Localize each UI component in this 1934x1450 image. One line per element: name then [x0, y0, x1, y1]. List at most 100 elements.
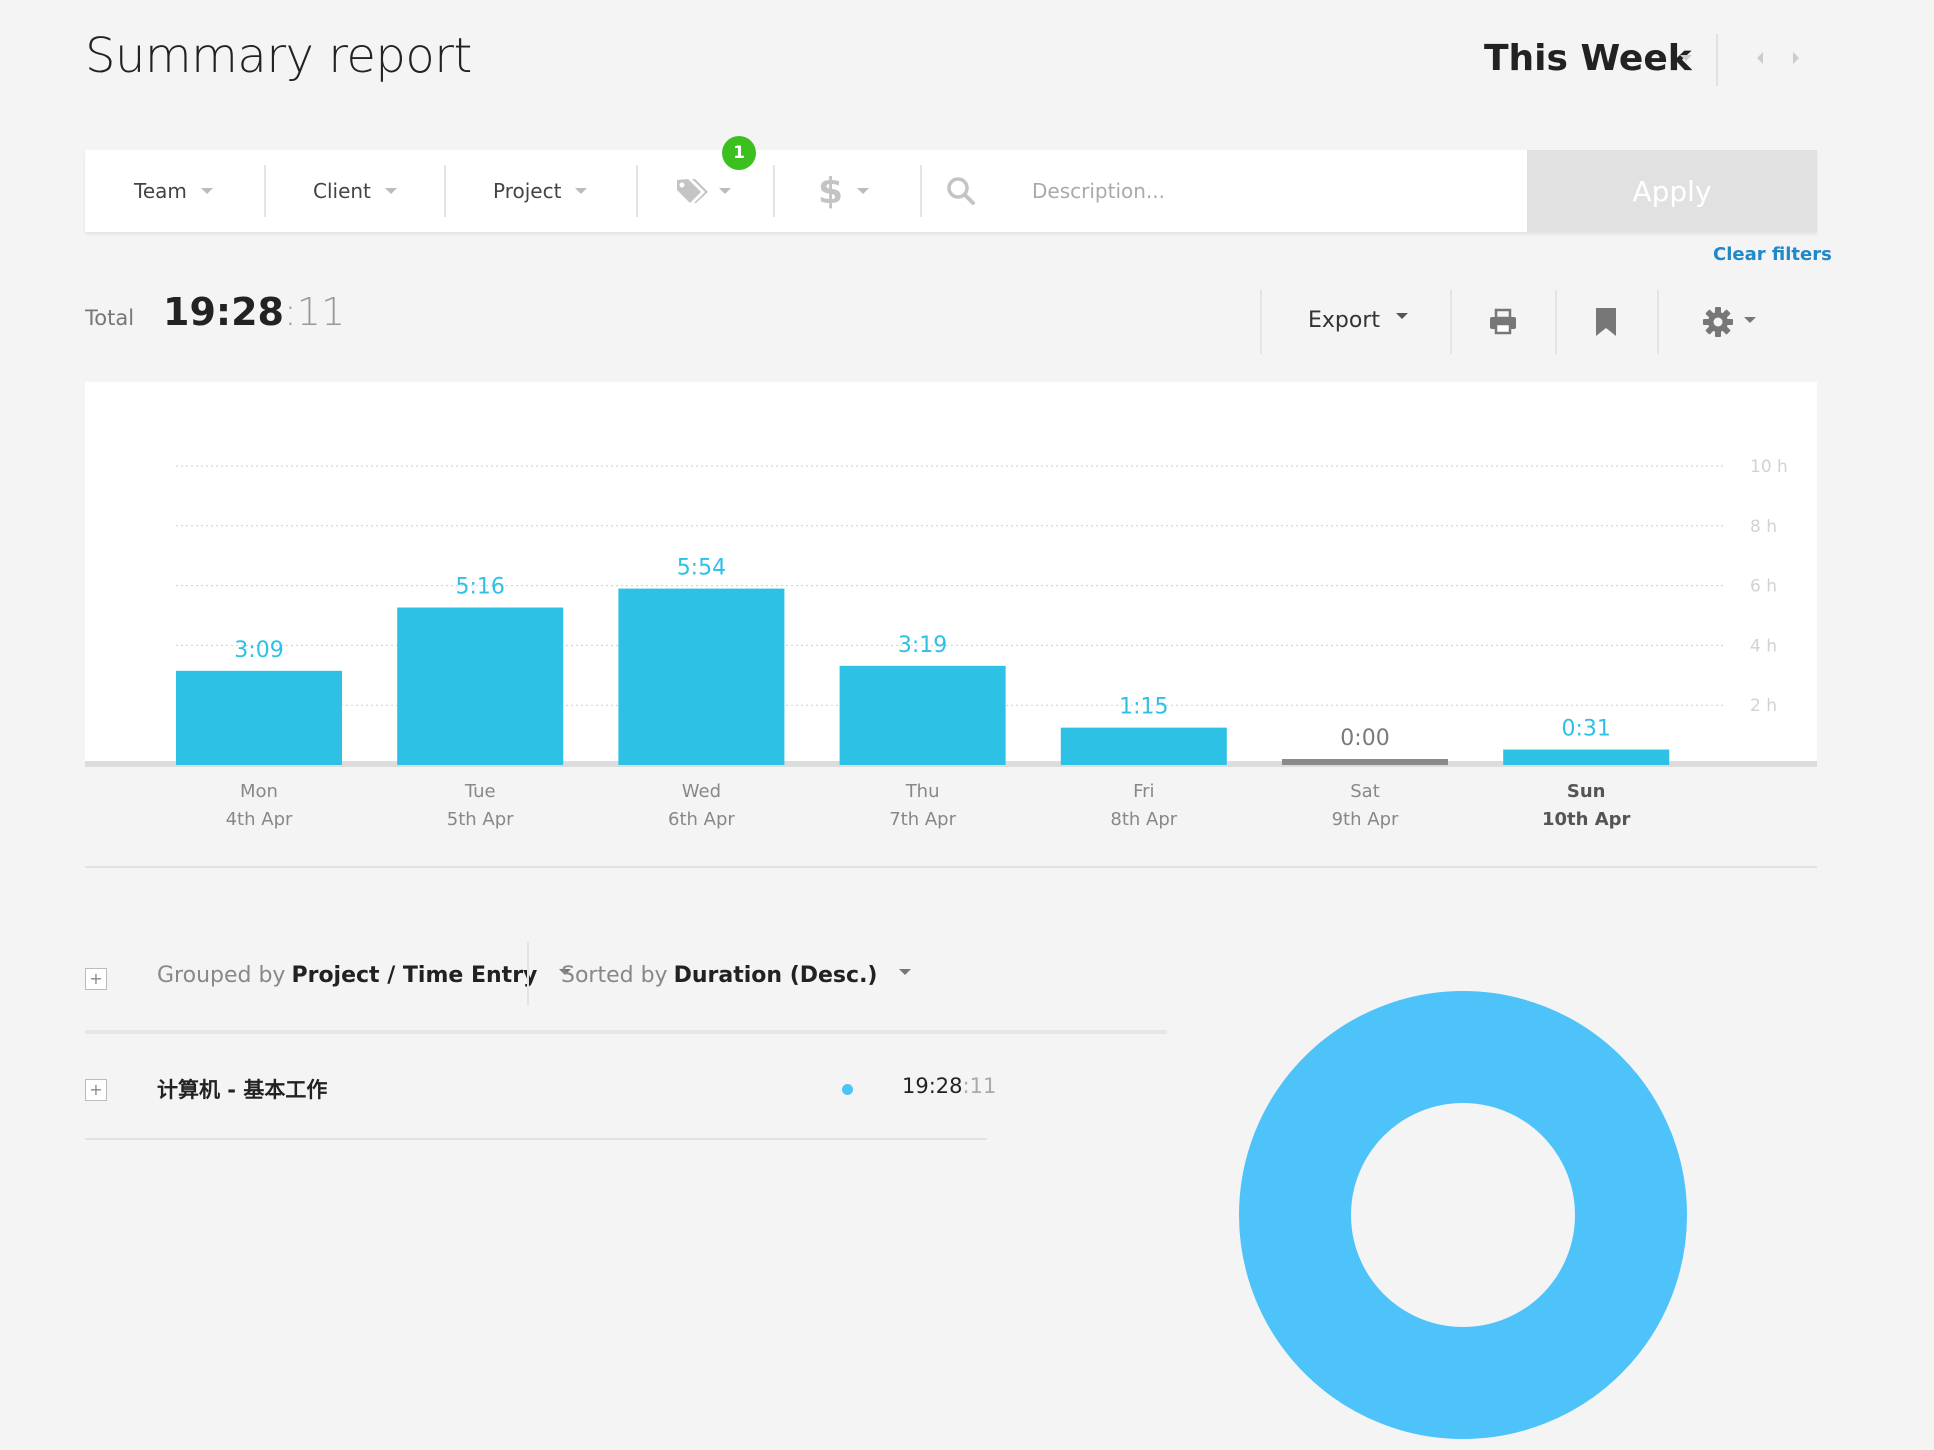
total-seconds: :11	[283, 290, 346, 334]
x-day-label: Fri	[1133, 781, 1154, 802]
row-divider	[85, 1138, 987, 1140]
bar-value-label: 3:09	[234, 638, 283, 663]
x-day-label: Tue	[464, 781, 496, 802]
row-seconds: :11	[962, 1074, 997, 1098]
print-icon[interactable]	[1488, 302, 1518, 342]
y-tick-label: 10 h	[1750, 457, 1788, 477]
x-day-label: Sun	[1567, 781, 1606, 802]
project-filter[interactable]: Project	[493, 150, 588, 232]
team-filter[interactable]: Team	[134, 150, 213, 232]
toolbar-divider	[1260, 290, 1262, 354]
period-caret-icon[interactable]	[1680, 55, 1692, 61]
bar-value-label: 5:16	[455, 575, 504, 600]
bar-value-label: 3:19	[898, 633, 947, 658]
sorted-by-selector[interactable]: Sorted by Duration (Desc.)	[561, 963, 912, 988]
dollar-icon: $	[818, 170, 844, 212]
description-search-input[interactable]: Description...	[1032, 179, 1165, 203]
project-row-label[interactable]: 计算机 - 基本工作	[157, 1078, 328, 1102]
chevron-down-icon	[857, 188, 870, 194]
y-tick-label: 4 h	[1750, 636, 1777, 656]
bar	[618, 588, 785, 765]
filter-divider	[444, 165, 446, 217]
section-divider	[85, 866, 1817, 868]
x-day-label: Sat	[1350, 781, 1380, 802]
bar-value-label: 0:00	[1340, 726, 1389, 751]
table-header-divider	[85, 1030, 1167, 1034]
project-color-dot	[842, 1084, 853, 1095]
export-label: Export	[1308, 308, 1381, 333]
x-date-label: 6th Apr	[668, 809, 735, 830]
bar	[839, 665, 1006, 765]
grouping-divider	[527, 942, 529, 1006]
x-date-label: 8th Apr	[1110, 809, 1177, 830]
clear-filters-link[interactable]: Clear filters	[1713, 244, 1832, 265]
grouped-by-prefix: Grouped by	[157, 963, 286, 988]
gear-icon[interactable]	[1702, 302, 1738, 342]
y-tick-label: 2 h	[1750, 696, 1777, 716]
bookmark-icon[interactable]	[1593, 302, 1619, 342]
y-tick-label: 8 h	[1750, 517, 1777, 537]
bar-value-label: 0:31	[1561, 717, 1610, 742]
search-icon-wrap	[945, 150, 977, 232]
expand-all-button[interactable]: +	[85, 968, 107, 990]
toolbar-divider	[1555, 290, 1557, 354]
page-title: Summary report	[85, 28, 472, 84]
next-period-icon[interactable]	[1793, 52, 1799, 64]
project-filter-label: Project	[493, 179, 562, 203]
search-icon	[947, 177, 975, 205]
donut-slice[interactable]	[1239, 991, 1687, 1439]
project-share-donut-chart	[1239, 991, 1687, 1439]
filter-divider	[636, 165, 638, 217]
x-date-label: 4th Apr	[226, 809, 293, 830]
chevron-down-icon	[1396, 312, 1409, 319]
header-divider	[1716, 34, 1718, 86]
sorted-by-prefix: Sorted by	[561, 963, 668, 988]
chevron-down-icon[interactable]	[1744, 317, 1756, 323]
row-hours-minutes: 19:28	[902, 1074, 963, 1098]
chevron-down-icon	[899, 968, 912, 975]
bar	[1503, 749, 1670, 765]
bar	[176, 670, 342, 765]
previous-period-icon[interactable]	[1757, 52, 1763, 64]
daily-duration-bar-chart: 2 h 4 h 6 h 8 h 10 h 3:09 Mon 4th Apr 5:16 Tue 5th…	[176, 457, 1788, 830]
expand-row-button[interactable]: +	[85, 1079, 107, 1101]
filter-divider	[264, 165, 266, 217]
period-selector[interactable]: This Week	[1484, 38, 1692, 79]
tag-count-badge: 1	[722, 136, 756, 170]
filter-divider	[920, 165, 922, 217]
x-day-label: Thu	[905, 781, 940, 802]
client-filter-label: Client	[313, 179, 371, 203]
team-filter-label: Team	[134, 179, 187, 203]
x-date-label: 5th Apr	[447, 809, 514, 830]
grouped-by-selector[interactable]: Grouped by Project / Time Entry	[157, 963, 572, 988]
x-day-label: Mon	[240, 781, 278, 802]
sorted-by-value: Duration (Desc.)	[673, 963, 878, 988]
chevron-down-icon	[575, 188, 588, 194]
total-duration: 19:28:11	[163, 290, 345, 334]
chevron-down-icon	[719, 188, 731, 194]
x-date-label: 7th Apr	[889, 809, 956, 830]
x-date-label: 9th Apr	[1332, 809, 1399, 830]
export-button[interactable]: Export	[1308, 308, 1409, 333]
x-date-label: 10th Apr	[1542, 809, 1631, 830]
project-row-duration: 19:28:11	[902, 1074, 996, 1098]
chevron-down-icon	[200, 188, 213, 194]
toolbar-divider	[1657, 290, 1659, 354]
toolbar-divider	[1450, 290, 1452, 354]
grouped-by-value: Project / Time Entry	[291, 963, 538, 988]
chevron-down-icon	[559, 968, 572, 975]
billable-filter[interactable]: $	[818, 150, 870, 232]
total-hours-minutes: 19:28	[163, 290, 284, 334]
client-filter[interactable]: Client	[313, 150, 397, 232]
bar-value-label: 1:15	[1119, 695, 1168, 720]
x-day-label: Wed	[682, 781, 721, 802]
tag-icon	[677, 179, 708, 203]
bar	[397, 607, 564, 765]
bar-value-label: 5:54	[677, 556, 726, 581]
tag-filter[interactable]	[675, 150, 731, 232]
bar	[1060, 727, 1227, 765]
apply-button[interactable]: Apply	[1527, 150, 1817, 232]
y-tick-label: 6 h	[1750, 577, 1777, 597]
chevron-down-icon	[384, 188, 397, 194]
bar	[1282, 759, 1448, 765]
